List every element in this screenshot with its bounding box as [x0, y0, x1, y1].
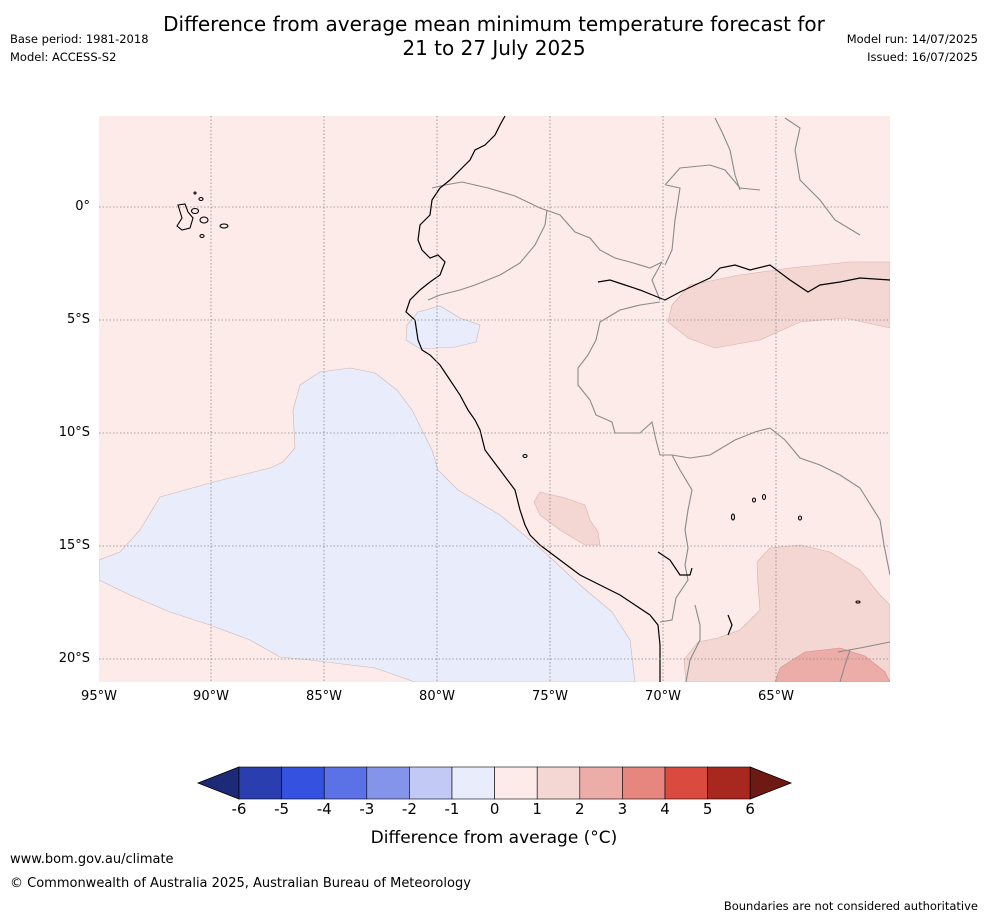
colorbar-swatch — [451, 766, 495, 800]
colorbar-swatch — [536, 766, 581, 800]
colorbar-tick-label: 0 — [489, 800, 500, 818]
colorbar — [196, 766, 793, 800]
colorbar-label: Difference from average (°C) — [370, 828, 618, 848]
cool-anomaly-region — [99, 367, 636, 682]
colorbar-swatch — [281, 766, 325, 800]
footer-disclaimer: Boundaries are not considered authoritat… — [723, 899, 978, 913]
colorbar-swatch — [238, 766, 282, 800]
lon-label-80w: 80°W — [419, 689, 455, 704]
base-period: Base period: 1981-2018 — [10, 32, 149, 46]
issued-date: Issued: 16/07/2025 — [867, 50, 978, 64]
lon-label-95w: 95°W — [81, 689, 117, 704]
colorbar-swatch — [409, 766, 453, 800]
map-title: Difference from average mean minimum tem… — [0, 12, 988, 60]
title-line-2: 21 to 27 July 2025 — [402, 36, 586, 60]
colorbar-swatch — [366, 766, 410, 800]
warm-anomaly-andes — [533, 491, 601, 546]
meta-right: Model run: 14/07/2025 Issued: 16/07/2025 — [847, 30, 978, 66]
colorbar-swatch — [579, 766, 623, 800]
colorbar-tick-label: -4 — [316, 800, 332, 818]
lat-label-15s: 15°S — [58, 538, 90, 553]
lat-label-10s: 10°S — [58, 425, 90, 440]
colorbar-tick-label: 2 — [575, 800, 585, 818]
strong-warm-anomaly — [774, 647, 890, 682]
lat-label-5s: 5°S — [66, 312, 90, 327]
colorbar-tick-label: -3 — [359, 800, 375, 818]
colorbar-swatch — [494, 766, 538, 800]
colorbar-tick-label: 6 — [745, 800, 755, 818]
lon-label-90w: 90°W — [193, 689, 229, 704]
colorbar-tick-label: -1 — [444, 800, 460, 818]
lon-label-65w: 65°W — [758, 689, 794, 704]
colorbar-tick-label: 1 — [532, 800, 542, 818]
colorbar-tick-label: -6 — [231, 800, 247, 818]
footer-url[interactable]: www.bom.gov.au/climate — [10, 852, 174, 867]
lat-label-20s: 20°S — [58, 651, 90, 666]
colorbar-swatch — [664, 766, 708, 800]
colorbar-swatch — [323, 766, 368, 800]
galapagos-islands — [176, 191, 861, 604]
colorbar-swatch — [707, 766, 751, 800]
colorbar-tick-label: -5 — [274, 800, 290, 818]
cool-anomaly-coastal — [405, 305, 481, 350]
warm-anomaly-south — [683, 544, 890, 682]
title-line-1: Difference from average mean minimum tem… — [163, 12, 825, 36]
lon-label-85w: 85°W — [306, 689, 342, 704]
warm-anomaly-amazon — [667, 261, 890, 349]
graticule — [99, 116, 890, 682]
colorbar-swatch — [622, 766, 666, 800]
meta-left: Base period: 1981-2018 Model: ACCESS-S2 — [10, 30, 149, 66]
colorbar-arrow-low — [196, 766, 240, 800]
coastline — [405, 116, 890, 682]
model-run: Model run: 14/07/2025 — [846, 32, 978, 46]
colorbar-tick-label: 4 — [660, 800, 670, 818]
lon-label-70w: 70°W — [645, 689, 681, 704]
colorbar-tick-label: 3 — [617, 800, 628, 818]
lat-label-0: 0° — [75, 199, 90, 214]
colorbar-tick-label: 5 — [702, 800, 713, 818]
country-borders — [427, 117, 890, 682]
footer-copyright: © Commonwealth of Australia 2025, Austra… — [10, 876, 471, 891]
lon-label-75w: 75°W — [532, 689, 568, 704]
model-name: Model: ACCESS-S2 — [10, 50, 117, 64]
colorbar-arrow-high — [749, 766, 793, 800]
colorbar-tick-label: -2 — [401, 800, 417, 818]
